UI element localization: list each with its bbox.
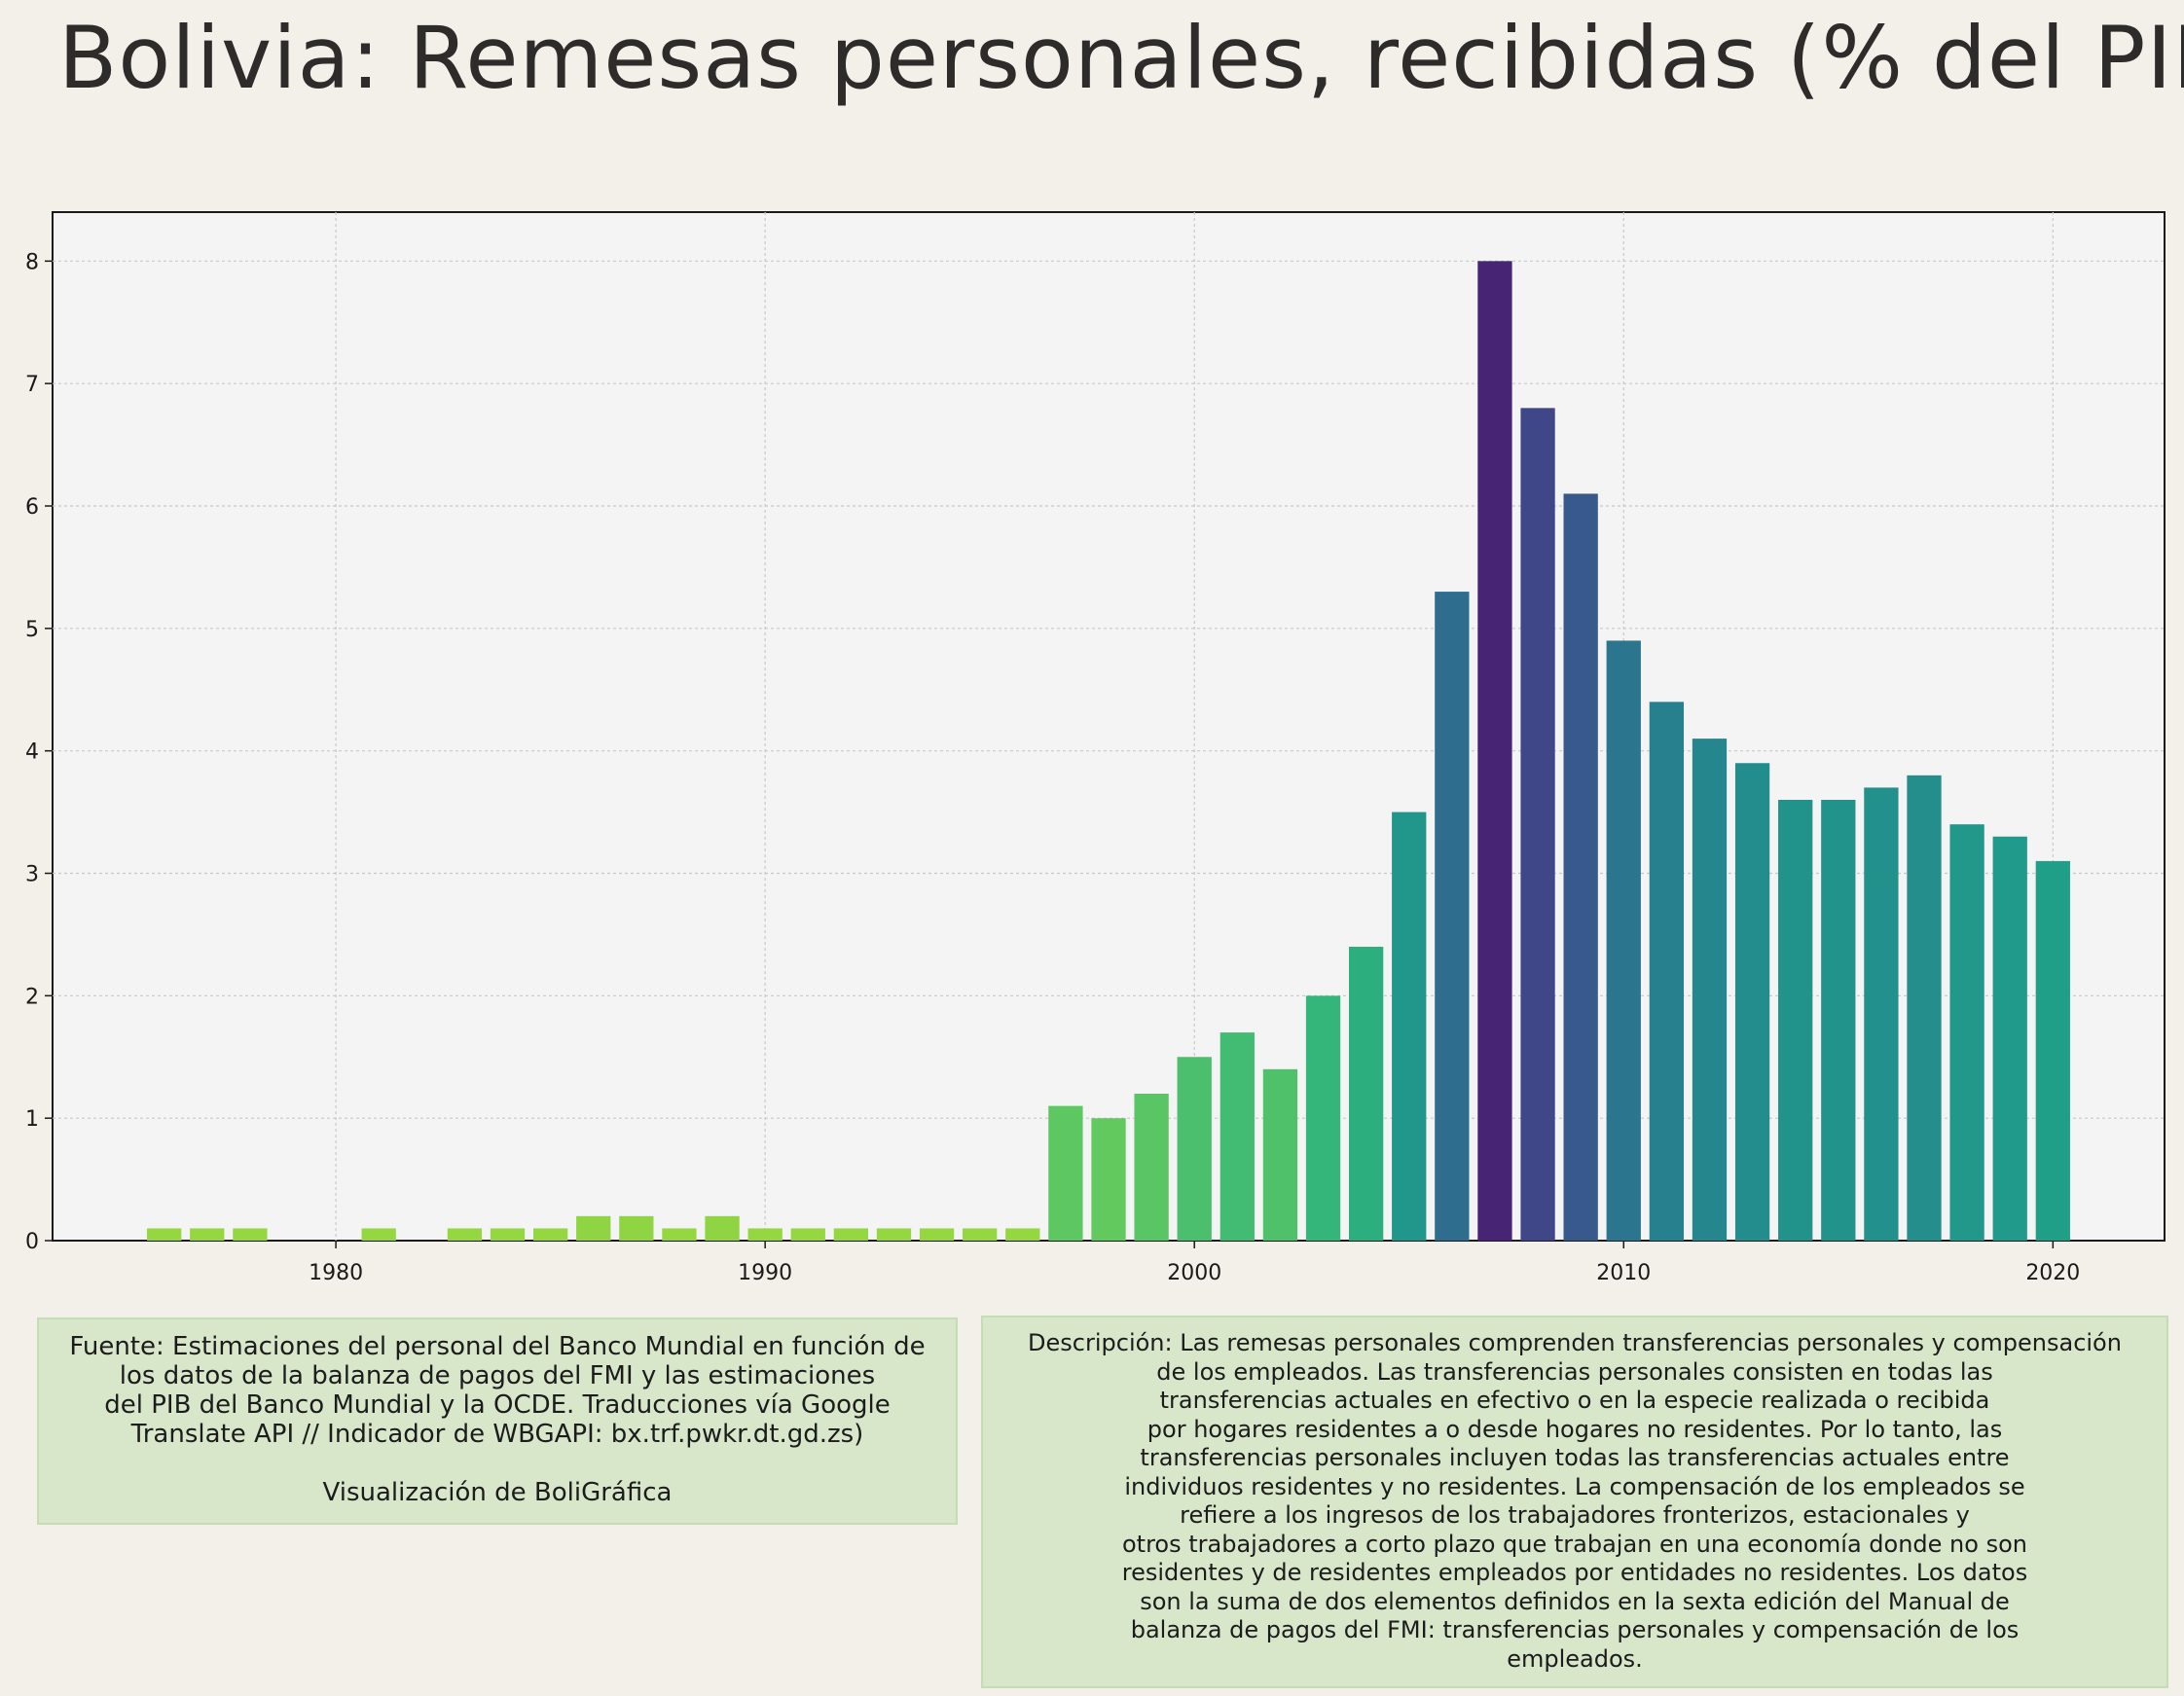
source-line: del PIB del Banco Mundial y la OCDE. Tra… [104,1390,891,1420]
description-line: balanza de pagos del FMI: transferencias… [1130,1616,2020,1643]
bar [233,1228,268,1241]
bar [919,1228,955,1241]
source-line: Fuente: Estimaciones del personal del Ba… [69,1332,926,1361]
bar [1262,1068,1298,1241]
bar [361,1228,396,1241]
y-tick-label: 0 [25,1230,39,1254]
bar-chart: 0 1 2 3 4 5 6 7 8 1980 1990 2000 2010 2020 [25,211,2166,1285]
bar [1949,824,1984,1241]
bar [1477,261,1512,1241]
description-line: de los empleados. Las transferencias per… [1156,1357,1993,1386]
x-tick-label: 2020 [2025,1261,2080,1285]
bar [1649,702,1685,1241]
y-tick-label: 3 [25,863,39,887]
bar [1005,1228,1040,1241]
description-box: Descripción: Las remesas personales comp… [981,1316,2168,1688]
bar [1778,800,1813,1241]
bar [833,1228,869,1241]
bar [1692,739,1728,1241]
bar [662,1228,697,1241]
bar [1520,408,1555,1241]
source-box: Fuente: Estimaciones del personal del Ba… [37,1317,958,1525]
y-tick-label: 6 [25,495,39,520]
description-line: residentes y de residentes empleados por… [1121,1559,2028,1586]
axes: 0 1 2 3 4 5 6 7 8 1980 1990 2000 2010 2020 [25,250,2080,1285]
bar [532,1228,568,1241]
source-line: Translate API // Indicador de WBGAPI: bx… [130,1420,864,1449]
bar [747,1228,783,1241]
bar [1563,493,1598,1242]
bar [963,1228,998,1241]
bar [1864,787,1899,1241]
bar [1992,836,2027,1241]
bar [1606,640,1641,1241]
bar [790,1228,825,1241]
bar [490,1228,526,1241]
description-line: refiere a los ingresos de los trabajador… [1180,1501,1970,1529]
description-line: Descripción: Las remesas personales comp… [1028,1329,2122,1356]
bars [147,261,2070,1242]
bar [1435,592,1470,1241]
description-line: empleados. [1507,1644,1643,1673]
bar [619,1215,654,1241]
x-tick-label: 1980 [309,1261,363,1285]
y-tick-label: 4 [25,740,39,765]
bar [1134,1094,1169,1241]
y-tick-label: 2 [25,985,39,1009]
bar [447,1228,483,1241]
page-title: Bolivia: Remesas personales, recibidas (… [58,8,2184,108]
source-line: los datos de la balanza de pagos del FMI… [119,1361,876,1390]
bar [1305,995,1341,1241]
description-line: por hogares residentes a o desde hogares… [1147,1415,2003,1443]
bar [1734,763,1770,1241]
bar [147,1228,182,1241]
bar [1392,812,1427,1241]
bar [2035,860,2070,1241]
bar [1091,1118,1126,1241]
bar [190,1228,225,1241]
description-line: transferencias actuales en efectivo o en… [1159,1387,1990,1414]
bar [1177,1057,1212,1241]
bar [1048,1105,1083,1241]
description-line: son la suma de dos elementos definidos e… [1140,1587,2010,1615]
bar [1907,775,1942,1241]
x-tick-label: 2010 [1596,1261,1651,1285]
bar [705,1215,740,1241]
y-tick-label: 8 [25,250,39,274]
y-tick-label: 1 [25,1107,39,1132]
bar [1348,947,1384,1241]
description-line: otros trabajadores a corto plazo que tra… [1122,1530,2027,1558]
y-tick-label: 7 [25,373,39,397]
x-tick-label: 1990 [738,1261,792,1285]
bar [876,1228,912,1241]
bar [576,1215,611,1241]
credit-text: Visualización de BoliGráfica [322,1478,673,1507]
description-line: individuos residentes y no residentes. L… [1124,1472,2025,1500]
bar [1821,800,1856,1241]
y-tick-label: 5 [25,618,39,642]
description-line: transferencias personales incluyen todas… [1140,1444,2010,1471]
x-tick-label: 2000 [1167,1261,1221,1285]
bar [1219,1032,1255,1241]
